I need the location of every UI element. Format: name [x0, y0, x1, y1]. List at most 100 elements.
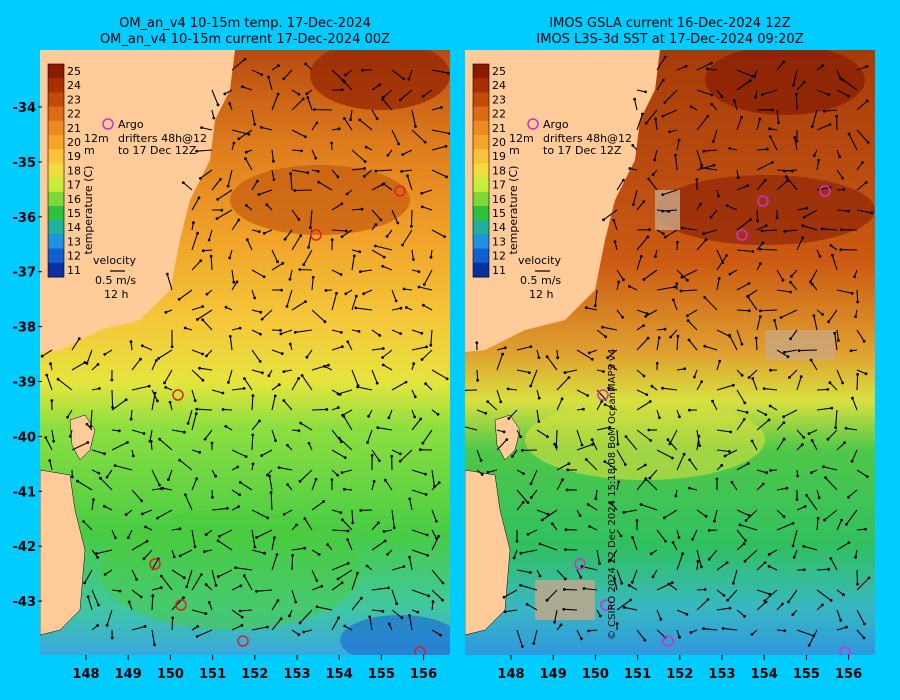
- current-arrow-head: [214, 583, 218, 587]
- current-arrow: [795, 94, 798, 111]
- current-arrow: [756, 209, 759, 221]
- current-arrow: [411, 589, 429, 597]
- current-arrow-head: [661, 114, 665, 118]
- colorbar-swatch: [473, 120, 489, 136]
- colorbar-swatch: [473, 78, 489, 93]
- colorbar-tick-label: 18: [67, 164, 81, 177]
- current-arrow-head: [821, 603, 824, 607]
- current-arrow: [384, 479, 393, 491]
- latitude-tick-label: -41: [13, 485, 37, 500]
- current-arrow-head: [423, 140, 427, 144]
- current-arrow-head: [103, 573, 107, 576]
- current-arrow: [131, 358, 141, 371]
- current-arrow-head: [140, 344, 144, 348]
- current-arrow-head: [671, 298, 675, 302]
- current-arrow: [311, 569, 318, 581]
- current-arrow: [271, 93, 279, 111]
- current-arrow-head: [260, 454, 263, 457]
- current-arrow-head: [201, 378, 205, 382]
- current-arrow: [687, 309, 698, 317]
- current-arrow-head: [322, 500, 326, 503]
- current-arrow-head: [223, 92, 227, 96]
- current-arrow: [636, 337, 649, 351]
- current-arrow-head: [712, 163, 716, 167]
- current-arrow-head: [791, 544, 795, 548]
- current-arrow-head: [603, 403, 607, 406]
- current-arrow-head: [768, 127, 771, 131]
- land-mainland: [40, 50, 235, 352]
- current-arrow-head: [545, 598, 549, 602]
- current-arrow-head: [675, 282, 679, 285]
- current-arrow: [681, 269, 698, 278]
- longitude-tick-label: 156: [410, 667, 437, 682]
- current-arrow: [331, 329, 342, 333]
- current-arrow: [596, 329, 607, 338]
- current-arrow-head: [676, 334, 680, 338]
- current-arrow-head: [661, 209, 664, 213]
- current-arrow: [91, 449, 105, 455]
- current-arrow: [701, 167, 718, 171]
- current-arrow-head: [151, 594, 155, 598]
- current-arrow: [504, 609, 518, 613]
- current-arrow: [756, 409, 767, 416]
- current-arrow-head: [244, 455, 248, 458]
- current-arrow-head: [401, 243, 404, 247]
- current-arrow: [431, 482, 440, 491]
- current-arrow-head: [245, 204, 248, 207]
- current-arrow: [203, 249, 213, 252]
- current-arrow: [756, 469, 767, 474]
- current-arrow-head: [425, 533, 429, 537]
- current-arrow: [318, 181, 333, 191]
- current-arrow-head: [839, 248, 843, 252]
- colorbar-swatch: [473, 248, 489, 264]
- current-arrow-head: [563, 577, 567, 581]
- current-arrow-head: [628, 167, 632, 170]
- current-arrow-head: [803, 505, 807, 508]
- current-arrow: [377, 427, 393, 431]
- current-arrow: [431, 229, 445, 238]
- current-arrow: [636, 401, 651, 411]
- current-arrow-head: [96, 363, 100, 366]
- current-arrow-head: [769, 469, 773, 472]
- current-arrow-head: [532, 642, 536, 645]
- current-arrow-head: [382, 182, 386, 186]
- current-arrow: [554, 609, 558, 623]
- colorbar-frame: [472, 63, 490, 278]
- current-arrow-head: [587, 351, 591, 355]
- current-arrow: [662, 109, 678, 117]
- current-arrow-head: [653, 158, 657, 162]
- current-arrow-head: [647, 428, 651, 432]
- current-arrow-head: [580, 565, 584, 568]
- current-arrow-head: [255, 589, 258, 593]
- current-arrow-head: [807, 432, 811, 435]
- current-arrow: [564, 588, 578, 591]
- current-arrow: [516, 501, 524, 511]
- current-arrow: [240, 609, 253, 612]
- current-arrow: [703, 628, 718, 631]
- current-arrow: [303, 629, 313, 633]
- current-arrow-head: [356, 385, 360, 389]
- colorbar-tick-label: 16: [492, 193, 506, 206]
- current-arrow: [604, 461, 618, 471]
- current-arrow-head: [220, 208, 224, 212]
- current-arrow-head: [684, 65, 688, 68]
- current-arrow: [707, 68, 718, 71]
- current-arrow: [106, 609, 113, 626]
- current-arrow: [536, 409, 540, 422]
- current-arrow-head: [702, 627, 705, 631]
- current-arrow: [204, 429, 213, 440]
- current-arrow: [111, 441, 128, 451]
- current-arrow: [131, 625, 146, 631]
- current-arrow-head: [744, 539, 747, 542]
- current-arrow-head: [787, 600, 790, 604]
- current-arrow-head: [847, 541, 851, 545]
- current-arrow-head: [197, 196, 201, 200]
- current-arrow: [291, 129, 306, 138]
- latitude-tick-label: -36: [13, 211, 37, 226]
- current-arrow: [114, 465, 133, 471]
- current-arrow: [689, 459, 698, 471]
- current-arrow-head: [294, 330, 297, 334]
- current-arrow-head: [195, 149, 199, 153]
- current-arrow: [271, 349, 283, 355]
- current-arrow: [696, 381, 703, 391]
